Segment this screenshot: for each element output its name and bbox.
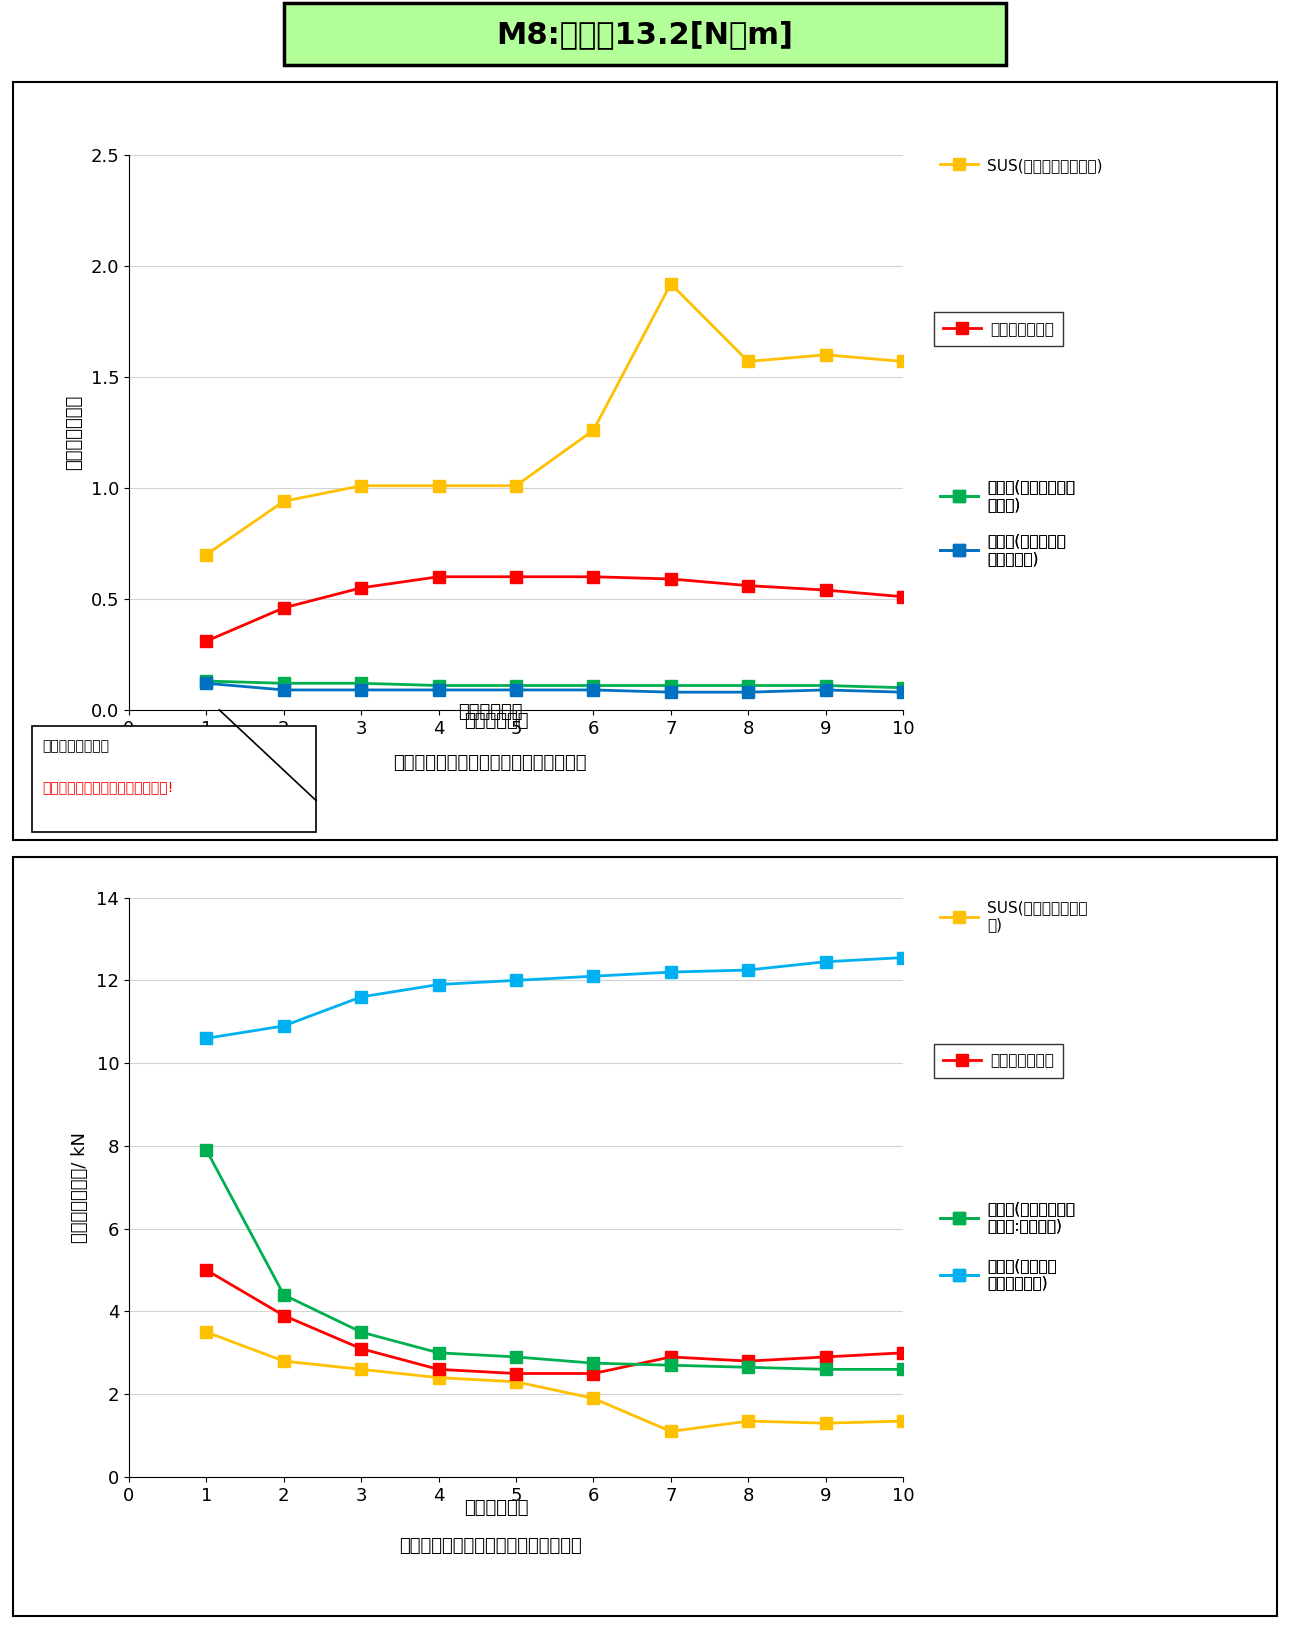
Y-axis label: 締め付け軸力．/ kN: 締め付け軸力．/ kN xyxy=(71,1131,89,1244)
Legend: 潤滑劑(二硫化モリブ
デン系), 潤滑劑(有機化合物
ペースト系): 潤滑劑(二硫化モリブ デン系), 潤滑劑(有機化合物 ペースト系) xyxy=(934,473,1081,571)
Legend: 潤滑劑(二硫化モリブ
デン系:スプレー), 潤滑劑(有機化合
物ペースト系): 潤滑劑(二硫化モリブ デン系:スプレー), 潤滑劑(有機化合 物ペースト系) xyxy=(934,1195,1081,1296)
Text: 繰り返し回数: 繰り返し回数 xyxy=(458,703,522,721)
Text: M8:トルク13.2[N・m]: M8:トルク13.2[N・m] xyxy=(497,20,793,49)
Y-axis label: ネジ面摩擦係数: ネジ面摩擦係数 xyxy=(66,395,84,470)
Text: 低い摩擦係数は、: 低い摩擦係数は、 xyxy=(43,739,110,754)
Text: 繰り返し回数: 繰り返し回数 xyxy=(464,712,529,731)
Text: トルク一定における締め付け軸力比較: トルク一定における締め付け軸力比較 xyxy=(399,1537,582,1555)
Text: オーバートルク・軸力過剰に注意!: オーバートルク・軸力過剰に注意! xyxy=(43,780,174,795)
FancyBboxPatch shape xyxy=(284,3,1006,65)
Text: トルク一定におけるネジ面摩擦係数比較: トルク一定におけるネジ面摩擦係数比較 xyxy=(393,754,587,772)
Text: 繰り返し回数: 繰り返し回数 xyxy=(464,1498,529,1518)
